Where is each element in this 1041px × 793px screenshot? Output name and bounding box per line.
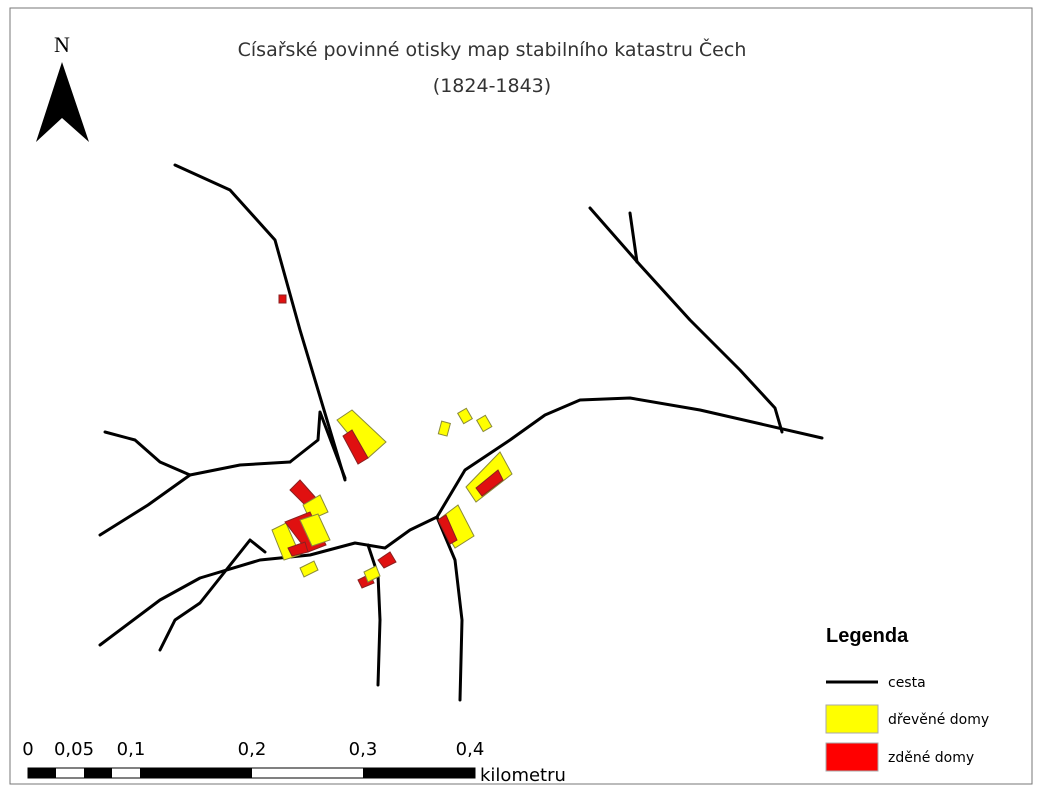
legend-brick: [825, 742, 879, 772]
scale-label: 0,3: [349, 739, 378, 760]
north-arrow: [36, 62, 89, 142]
legend-title: Legenda: [826, 625, 909, 647]
legend-label: zděné domy: [888, 750, 974, 766]
legend-label: cesta: [888, 675, 926, 691]
legend-label: dřevěné domy: [888, 712, 989, 728]
scale-label: 0,1: [117, 739, 146, 760]
scale-bar: [27, 767, 476, 779]
roads: [98, 163, 824, 702]
title: Císařské povinné otisky map stabilního k…: [238, 37, 747, 61]
frame: [9, 7, 1033, 785]
scale-unit: kilometru: [480, 765, 566, 786]
scale-label: 0,05: [54, 739, 94, 760]
title: (1824-1843): [433, 75, 551, 97]
scale-label: 0,4: [456, 739, 485, 760]
legend-wood: [825, 704, 879, 734]
houses: [271, 294, 513, 589]
north-label: N: [54, 32, 70, 57]
scale-label: 0,2: [238, 739, 267, 760]
scale-label: 0: [22, 739, 33, 760]
